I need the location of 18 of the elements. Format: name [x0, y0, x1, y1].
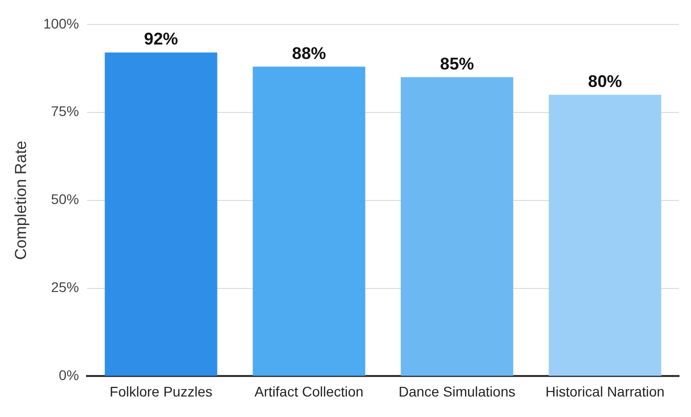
y-tick-label: 25%: [50, 279, 80, 296]
y-tick-label: 0%: [58, 367, 80, 384]
x-tick-label: Artifact Collection: [254, 383, 364, 400]
y-tick-label: 100%: [43, 15, 80, 32]
x-tick-label: Dance Simulations: [398, 383, 516, 400]
bar: [252, 66, 366, 376]
bar: [548, 94, 662, 376]
x-tick-label: Historical Narration: [545, 383, 665, 400]
y-axis-title: Completion Rate: [13, 140, 30, 260]
data-label: 80%: [588, 72, 622, 91]
data-label: 88%: [292, 44, 326, 63]
data-label: 92%: [144, 30, 178, 49]
y-tick-label: 75%: [50, 103, 80, 120]
x-tick-label: Folklore Puzzles: [110, 383, 212, 400]
data-label: 85%: [440, 54, 474, 74]
bar: [400, 77, 514, 376]
y-tick-label: 50%: [50, 191, 80, 208]
bar: [104, 52, 218, 376]
